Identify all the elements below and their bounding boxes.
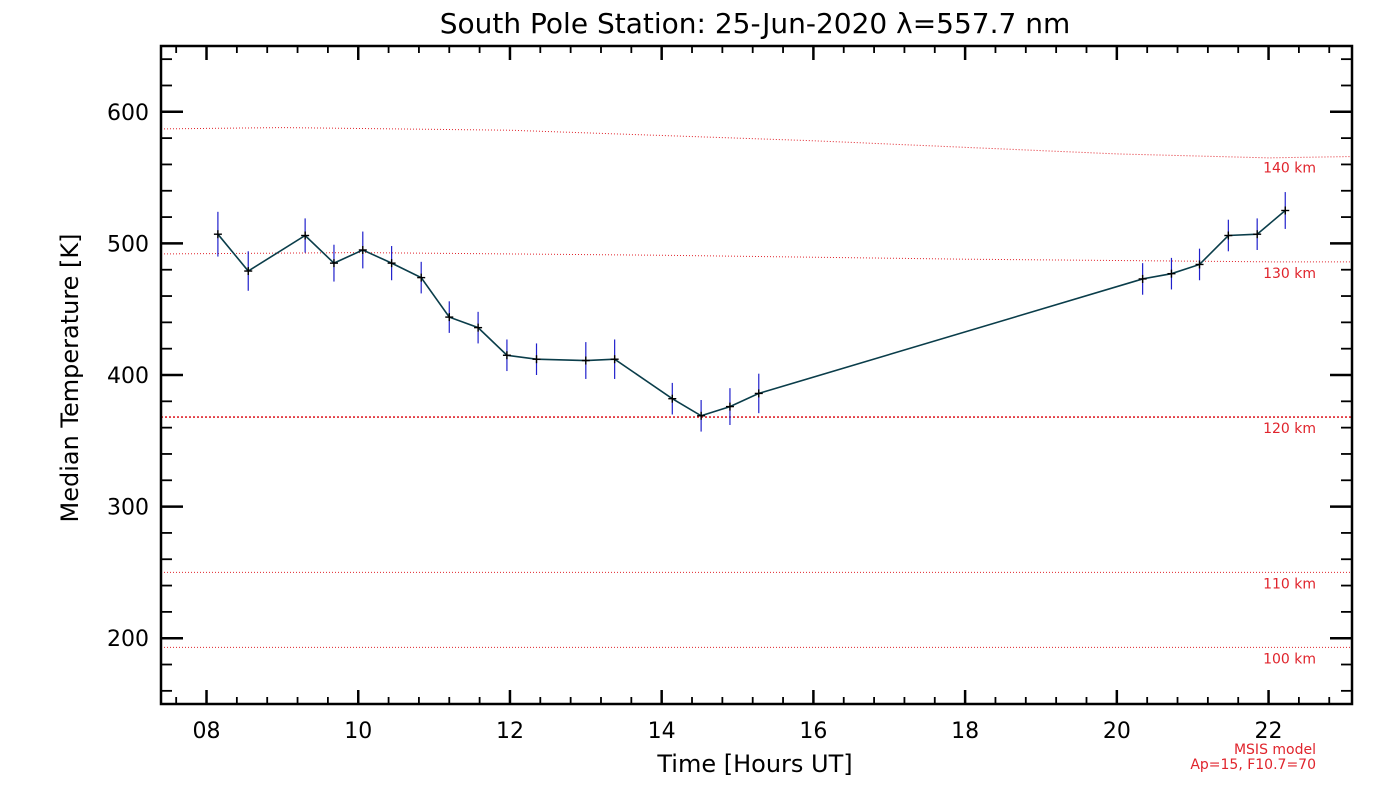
x-tick-label: 12 [496, 719, 524, 744]
data-point [244, 267, 253, 276]
data-point [668, 394, 677, 403]
altitude-label: 120 km [1263, 421, 1316, 437]
data-point [1138, 274, 1147, 283]
altitude-label: 130 km [1263, 266, 1316, 282]
altitude-label: 140 km [1263, 161, 1316, 177]
data-series [213, 192, 1290, 432]
axis-ticks [161, 46, 1352, 704]
msis-reference-lines [160, 127, 1353, 648]
data-point [387, 259, 396, 268]
y-tick-label: 200 [107, 627, 149, 652]
series-line [217, 209, 1286, 417]
data-point [358, 245, 367, 254]
y-tick-label: 300 [107, 496, 149, 521]
x-tick-label: 08 [193, 719, 221, 744]
data-point [754, 389, 763, 398]
data-point [301, 231, 310, 240]
msis-altitude-labels: 140 km 130 km 120 km 110 km 100 km [1263, 161, 1316, 668]
altitude-label: 110 km [1263, 576, 1316, 592]
data-point [1167, 269, 1176, 278]
plot-frame [159, 44, 1354, 706]
data-point [445, 313, 454, 322]
x-tick-label: 16 [799, 719, 827, 744]
data-point [725, 402, 734, 411]
data-point [417, 273, 426, 282]
data-point [532, 355, 541, 364]
axis-tick-labels: 08 10 12 14 16 18 20 22 200 300 400 500 600 [107, 101, 1283, 744]
x-tick-label: 14 [648, 719, 676, 744]
data-point [697, 411, 706, 420]
data-point [502, 351, 511, 360]
data-point [474, 323, 483, 332]
x-tick-label: 22 [1255, 719, 1283, 744]
altitude-label: 100 km [1263, 651, 1316, 667]
model-note-line-1: MSIS model [1234, 742, 1316, 758]
x-axis-label: Time [Hours UT] [656, 750, 852, 778]
data-point [329, 259, 338, 268]
data-point [1253, 230, 1262, 239]
data-point [1224, 231, 1233, 240]
x-tick-label: 10 [344, 719, 372, 744]
x-tick-label: 20 [1103, 719, 1131, 744]
data-point [581, 356, 590, 365]
x-tick-label: 18 [951, 719, 979, 744]
y-tick-label: 600 [107, 101, 149, 126]
data-point [1195, 260, 1204, 269]
reference-line [160, 127, 1353, 159]
y-tick-label: 500 [107, 232, 149, 257]
data-point [1281, 206, 1290, 215]
y-tick-label: 400 [107, 364, 149, 389]
data-point [610, 355, 619, 364]
data-point [213, 230, 222, 239]
chart-title: South Pole Station: 25-Jun-2020 λ=557.7 … [440, 7, 1071, 40]
y-axis-label: Median Temperature [K] [56, 233, 84, 522]
model-note-line-2: Ap=15, F10.7=70 [1190, 757, 1316, 773]
